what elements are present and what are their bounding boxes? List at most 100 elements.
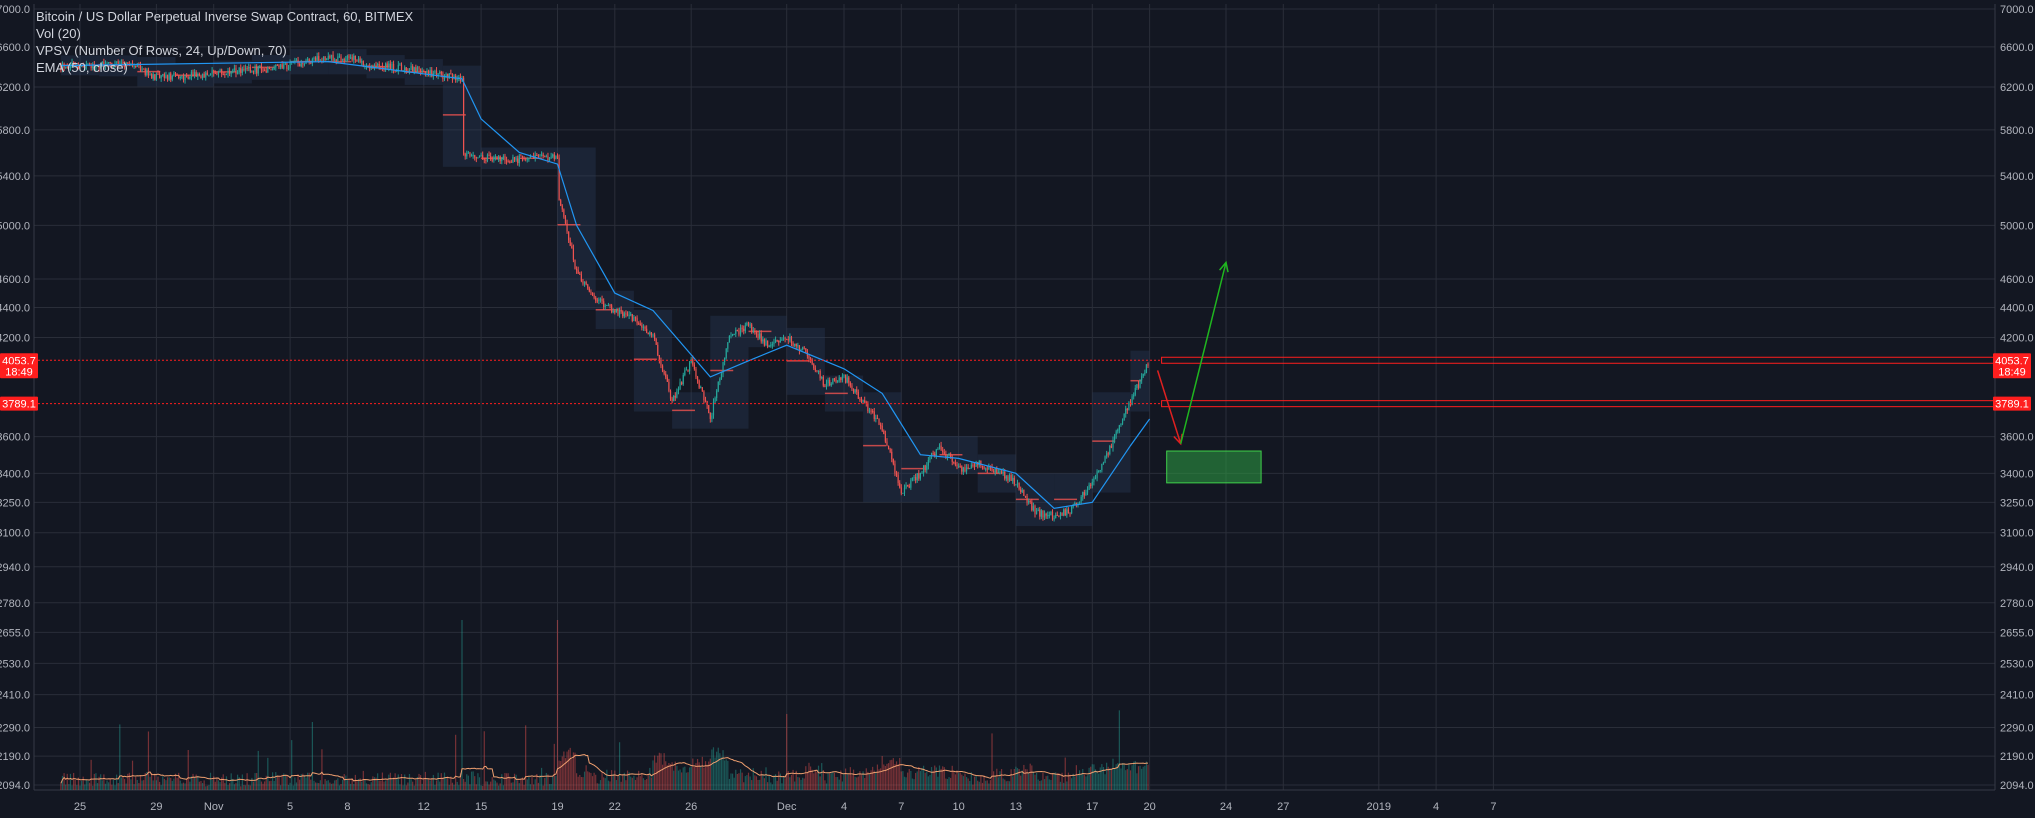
volume-bar: [291, 740, 293, 790]
candle-body: [526, 158, 528, 160]
candle-body: [512, 157, 514, 163]
volume-bar: [502, 785, 504, 790]
volume-bar: [158, 781, 161, 790]
candle-body: [1059, 512, 1062, 517]
volume-bar: [404, 774, 406, 790]
volume-bar: [338, 785, 341, 790]
candle-body: [1039, 509, 1041, 517]
volume-bar: [397, 774, 399, 790]
annotations[interactable]: [34, 260, 1996, 484]
volume-bar: [1071, 778, 1073, 790]
candle-body: [749, 324, 751, 326]
legend-vol[interactable]: Vol (20): [36, 26, 81, 41]
price-axis[interactable]: 7000.0 7000.0 6600.0 6600.0 6200.0 6200.0 5800…: [0, 4, 2034, 792]
volume-bar: [472, 771, 474, 790]
volume-bar: [155, 780, 157, 790]
volume-bar: [1117, 763, 1119, 790]
volume-bar: [1137, 766, 1140, 790]
volume-bar: [241, 774, 243, 790]
volume-bar: [980, 775, 982, 790]
candle-body: [528, 158, 530, 160]
candle-body: [349, 57, 352, 59]
candle-body: [103, 61, 105, 67]
volume-bar: [685, 772, 688, 790]
candle-body: [724, 357, 726, 363]
volume-bar: [1048, 779, 1050, 790]
volume-bar: [326, 780, 328, 790]
volume-bar: [915, 772, 917, 790]
volume-bar: [856, 777, 858, 790]
candle-body: [985, 468, 987, 470]
time-axis[interactable]: 25 29 Nov 5 8 12 15 19 22 26 Dec 4 7 10 13 17 20 24 27 2019…: [74, 801, 1497, 813]
volume-bar: [556, 620, 559, 790]
volume-bar: [205, 786, 207, 790]
volume-bar: [147, 731, 150, 790]
candle-body: [689, 362, 691, 372]
legend-ema[interactable]: EMA (50, close): [36, 60, 128, 75]
candle-body: [504, 156, 506, 161]
volume-bar: [308, 772, 310, 790]
x-tick-label: 27: [1277, 801, 1289, 813]
candle-body: [389, 63, 391, 70]
legend-symbol[interactable]: Bitcoin / US Dollar Perpetual Inverse Sw…: [36, 9, 414, 24]
volume-bar: [71, 785, 73, 790]
candle-body: [1026, 495, 1028, 503]
volume-bar: [983, 775, 985, 790]
candle-body: [789, 336, 791, 341]
volume-bar: [902, 771, 904, 790]
volume-bar: [342, 779, 344, 790]
volume-bar: [806, 772, 808, 790]
volume-bar: [642, 778, 645, 790]
candle-body: [848, 377, 850, 383]
candle-body: [999, 471, 1001, 473]
volume-bar: [84, 784, 86, 790]
volume-bar: [116, 774, 118, 790]
y-tick-label-right: 3100.0: [2000, 528, 2034, 540]
volume-bar: [356, 781, 358, 790]
candle-body: [71, 62, 73, 67]
candle-body: [832, 378, 834, 384]
candle-body: [294, 60, 296, 62]
candle-body: [324, 56, 326, 61]
candle-body: [653, 334, 656, 340]
volume-bar: [307, 772, 309, 790]
candle-body: [830, 383, 832, 386]
volume-bar: [1055, 772, 1057, 790]
volume-bar: [377, 773, 379, 790]
volume-bar: [603, 777, 605, 790]
candle-body: [555, 156, 557, 159]
candle-body: [790, 336, 793, 343]
volume-bar: [279, 785, 282, 790]
volume-bar: [181, 783, 183, 790]
volume-bar: [1026, 769, 1028, 790]
candle-body: [1123, 414, 1125, 421]
candle-body: [214, 72, 216, 74]
volume-bar: [792, 769, 794, 790]
y-tick-label-right: 2190.0: [2000, 751, 2034, 763]
volume-bar: [986, 780, 988, 790]
volume-bar: [878, 769, 880, 790]
legend-vpsv[interactable]: VPSV (Number Of Rows, 24, Up/Down, 70): [36, 43, 287, 58]
volume-bar: [440, 773, 442, 790]
volume-bar: [510, 782, 512, 790]
candle-body: [918, 473, 920, 479]
candle-body: [1136, 384, 1138, 389]
volume-bar: [626, 770, 629, 790]
y-tick-label-left: 5800.0: [0, 125, 30, 137]
volume-bar: [292, 785, 294, 790]
volume-bar: [429, 780, 431, 790]
candle-body: [498, 156, 500, 160]
candle-body: [1066, 509, 1068, 516]
candle-body: [318, 56, 320, 61]
candle-body: [1106, 453, 1108, 457]
volume-bar: [852, 769, 855, 790]
volume-bar: [1031, 765, 1033, 790]
candle-body: [1113, 435, 1116, 440]
candle-body: [146, 69, 148, 75]
arrow-down-line: [1156, 370, 1182, 444]
volume-bar: [989, 780, 992, 790]
candle-body: [136, 63, 138, 67]
candle-body: [1117, 429, 1119, 432]
